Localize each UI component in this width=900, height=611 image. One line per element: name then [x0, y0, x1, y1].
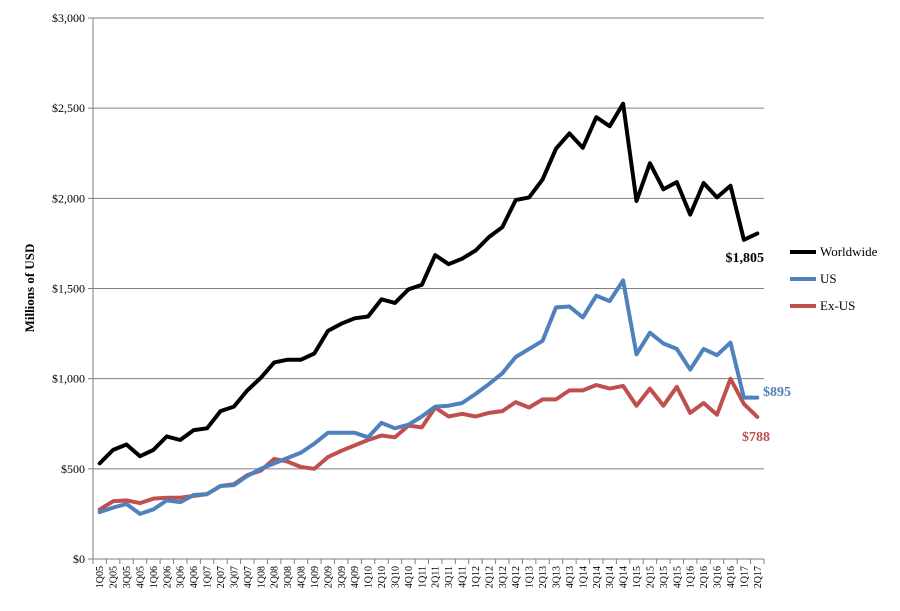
x-tick-label: 2Q17	[753, 566, 764, 588]
x-tick-label: 2Q05	[109, 566, 120, 588]
end-label-worldwide: $1,805	[726, 251, 765, 266]
x-tick-label: 2Q12	[484, 566, 495, 588]
x-tick-label: 1Q09	[310, 566, 321, 588]
x-tick-label: 4Q09	[350, 566, 361, 588]
y-tick-label: $0	[73, 552, 85, 566]
gridlines	[88, 17, 764, 560]
x-tick-label: 1Q17	[739, 566, 750, 588]
x-tick-label: 1Q12	[471, 566, 482, 588]
x-tick-label: 1Q13	[525, 566, 536, 588]
x-tick-label: 3Q09	[337, 566, 348, 588]
x-tick-label: 4Q15	[672, 566, 683, 588]
x-tick-label: 1Q10	[364, 566, 375, 588]
x-tick-label: 1Q05	[95, 566, 106, 588]
y-axis-tick-labels: $0 $500 $1,000 $1,500 $2,000 $2,500 $3,000	[52, 11, 85, 566]
x-tick-label: 3Q12	[498, 566, 509, 588]
y-tick-label: $1,000	[52, 372, 85, 386]
series-line-worldwide	[97, 101, 760, 466]
x-tick-label: 2Q16	[699, 566, 710, 588]
axes	[92, 18, 765, 564]
x-tick-label: 2Q07	[216, 566, 227, 588]
x-tick-label: 2Q06	[162, 566, 173, 588]
x-tick-label: 2Q14	[592, 566, 603, 588]
x-tick-label: 1Q08	[256, 566, 267, 588]
x-tick-label: 3Q07	[229, 566, 240, 588]
x-tick-label: 3Q10	[390, 566, 401, 588]
x-tick-label: 2Q13	[538, 566, 549, 588]
x-tick-label: 3Q06	[176, 566, 187, 588]
x-tick-label: 4Q07	[243, 566, 254, 588]
legend: Worldwide US Ex-US	[790, 244, 878, 313]
x-tick-label: 3Q11	[444, 566, 455, 588]
x-tick-label: 3Q14	[605, 566, 616, 588]
x-tick-label: 3Q15	[659, 566, 670, 588]
y-tick-label: $2,000	[52, 191, 85, 205]
x-tick-label: 2Q15	[645, 566, 656, 588]
x-tick-label: 1Q07	[203, 566, 214, 588]
x-tick-label: 3Q08	[283, 566, 294, 588]
y-tick-label: $2,500	[52, 101, 85, 115]
y-axis-label: Millions of USD	[22, 244, 37, 333]
x-tick-label: 2Q08	[270, 566, 281, 588]
x-tick-label: 1Q15	[632, 566, 643, 588]
x-tick-label: 1Q06	[149, 566, 160, 588]
y-tick-label: $500	[61, 462, 85, 476]
y-tick-label: $3,000	[52, 11, 85, 25]
end-label-ex-us: $788	[742, 430, 770, 445]
x-tick-label: 4Q13	[565, 566, 576, 588]
x-tick-label: 1Q11	[417, 566, 428, 588]
end-label-us: $895	[763, 385, 791, 400]
end-labels: $1,805 $895 $788	[726, 251, 792, 445]
x-tick-label: 3Q13	[551, 566, 562, 588]
x-tick-label: 2Q10	[377, 566, 388, 588]
x-tick-label: 4Q06	[189, 566, 200, 588]
x-tick-label: 4Q11	[458, 566, 469, 588]
legend-entry-ex-us: Ex-US	[820, 298, 855, 313]
x-tick-label: 4Q12	[511, 566, 522, 588]
x-tick-label: 3Q05	[122, 566, 133, 588]
x-tick-label: 4Q08	[297, 566, 308, 588]
x-tick-label: 4Q16	[726, 566, 737, 588]
legend-entry-us: US	[820, 271, 837, 286]
x-tick-label: 3Q16	[713, 566, 724, 588]
x-tick-label: 4Q10	[404, 566, 415, 588]
legend-entry-worldwide: Worldwide	[820, 244, 878, 259]
x-tick-label: 1Q14	[578, 566, 589, 588]
x-axis-tick-labels: 1Q05 2Q05 3Q05 4Q05 1Q06 2Q06 3Q06 4Q06 1Q07 2Q07…	[95, 566, 764, 588]
x-tick-label: 2Q11	[431, 566, 442, 588]
series-lines	[97, 101, 760, 516]
x-tick-label: 2Q09	[323, 566, 334, 588]
y-tick-label: $1,500	[52, 282, 85, 296]
x-tick-label: 4Q14	[619, 566, 630, 588]
series-line-us	[97, 278, 760, 516]
x-tick-label: 1Q16	[686, 566, 697, 588]
x-tick-label: 4Q05	[135, 566, 146, 588]
